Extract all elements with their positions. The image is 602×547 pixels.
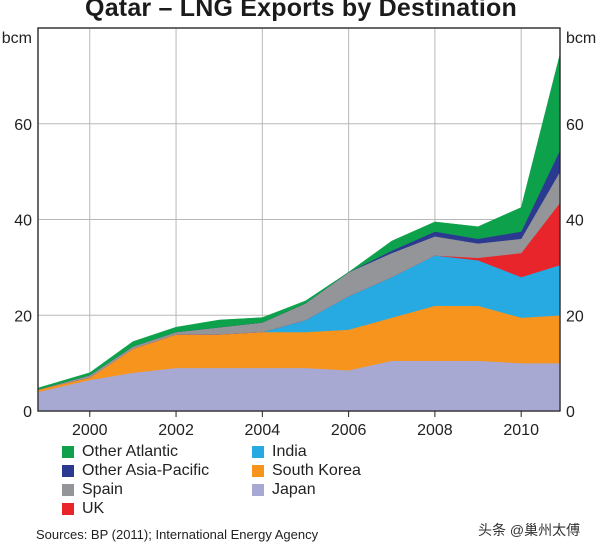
y-tick-label-right: 40 — [566, 213, 584, 230]
legend-swatch — [62, 503, 74, 515]
plot-border — [37, 27, 561, 412]
legend-item-other-atlantic: Other Atlantic — [62, 442, 178, 462]
y-tick-label-right: 20 — [566, 308, 584, 325]
y-tick-label-left: 40 — [14, 213, 32, 230]
legend-label: Other Asia-Pacific — [82, 462, 210, 479]
x-tick-label: 2006 — [331, 422, 367, 439]
y-tick-label-left: 0 — [23, 404, 32, 421]
stacked-area-chart: 2000 2002 2004 2006 2008 2010 0 0 20 20 40 40 60 60 bc… — [2, 27, 596, 439]
x-tick-label: 2000 — [72, 422, 108, 439]
legend-swatch — [252, 484, 264, 496]
y-tick-label-right: 0 — [566, 404, 575, 421]
legend-swatch — [62, 465, 74, 477]
legend: Other Atlantic India Other Asia-Pacific Sou… — [62, 442, 422, 522]
y-unit-left: bcm — [2, 30, 32, 47]
y-unit-right: bcm — [566, 30, 596, 47]
legend-swatch — [252, 465, 264, 477]
watermark: 头条 @巢州太傅 — [478, 522, 581, 538]
legend-label: Japan — [272, 481, 316, 498]
legend-swatch — [252, 446, 264, 458]
legend-label: UK — [82, 500, 105, 517]
y-tick-label-left: 60 — [14, 117, 32, 134]
legend-label: India — [272, 443, 307, 460]
source-note: Sources: BP (2011); International Energy… — [36, 527, 319, 542]
legend-label: Other Atlantic — [82, 443, 179, 460]
chart-title: Qatar – LNG Exports by Destination — [85, 0, 517, 22]
y-tick-label-left: 20 — [14, 308, 32, 325]
legend-item-uk: UK — [62, 499, 104, 519]
x-tick-label: 2010 — [503, 422, 539, 439]
legend-swatch — [62, 446, 74, 458]
legend-label: South Korea — [272, 462, 361, 479]
x-tick-label: 2004 — [245, 422, 281, 439]
legend-item-india: India — [252, 442, 307, 462]
legend-label: Spain — [82, 481, 123, 498]
legend-item-other-asia-pacific: Other Asia-Pacific — [62, 461, 209, 481]
x-tick-label: 2008 — [417, 422, 453, 439]
legend-item-spain: Spain — [62, 480, 123, 500]
legend-item-japan: Japan — [252, 480, 316, 500]
legend-item-south-korea: South Korea — [252, 461, 361, 481]
legend-swatch — [62, 484, 74, 496]
x-tick-label: 2002 — [158, 422, 194, 439]
y-tick-label-right: 60 — [566, 117, 584, 134]
